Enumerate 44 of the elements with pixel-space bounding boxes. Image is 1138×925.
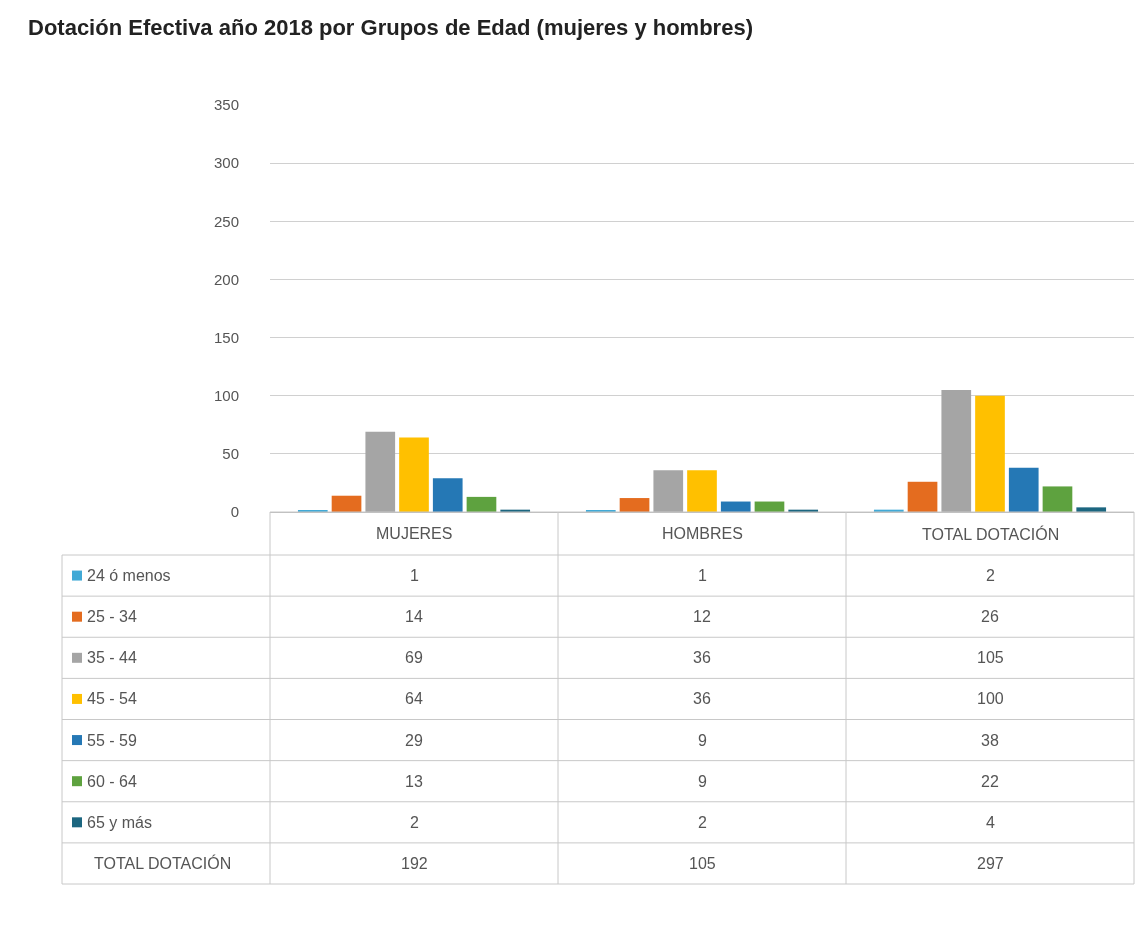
legend-label: 24 ó menos	[87, 567, 171, 584]
y-tick-label: 0	[230, 503, 239, 521]
text: 105	[689, 855, 716, 872]
legend-label: 25 - 34	[87, 608, 137, 625]
y-tick-label: 100	[213, 386, 239, 404]
data-label: 29	[405, 732, 423, 749]
legend-label: 65 y más	[87, 814, 152, 831]
chart-title: Dotación Efectiva año 2018 por Grupos de Edad (mujeres y hombres)	[28, 15, 753, 41]
y-tick-label: 50	[222, 445, 239, 463]
y-tick-label: 250	[213, 212, 239, 230]
text: 192	[401, 855, 428, 872]
text: 297	[977, 855, 1004, 872]
text: TOTAL DOTACIÓN	[94, 854, 232, 872]
y-tick-label: 200	[213, 270, 239, 288]
x-tick-label: HOMBRES	[662, 525, 743, 542]
data-label: 13	[405, 773, 423, 790]
data-label: 9	[698, 732, 707, 749]
data-label: 100	[977, 690, 1004, 707]
legend-label: 60 - 64	[87, 773, 137, 790]
data-label: 105	[977, 649, 1004, 666]
data-label: 36	[693, 649, 711, 666]
data-label: 1	[698, 567, 707, 584]
legend-label: 45 - 54	[87, 690, 137, 707]
data-label: 64	[405, 690, 423, 707]
data-label: 69	[405, 649, 423, 666]
x-tick-label: TOTAL DOTACIÓN	[922, 525, 1060, 543]
data-label: 2	[986, 567, 995, 584]
y-tick-label: 350	[213, 96, 239, 114]
y-tick-label: 150	[213, 328, 239, 346]
data-label: 2	[698, 814, 707, 831]
data-label: 22	[981, 773, 999, 790]
legend-label: 55 - 59	[87, 732, 137, 749]
data-label: 36	[693, 690, 711, 707]
data-label: 12	[693, 608, 711, 625]
data-label: 4	[986, 814, 995, 831]
data-label: 26	[981, 608, 999, 625]
data-label: 38	[981, 732, 999, 749]
legend-label: 35 - 44	[87, 649, 137, 666]
data-label: 2	[410, 814, 419, 831]
data-label: 1	[410, 567, 419, 584]
x-tick-label: MUJERES	[376, 525, 453, 542]
y-tick-label: 300	[213, 154, 239, 172]
data-label: 14	[405, 608, 423, 625]
data-label: 9	[698, 773, 707, 790]
